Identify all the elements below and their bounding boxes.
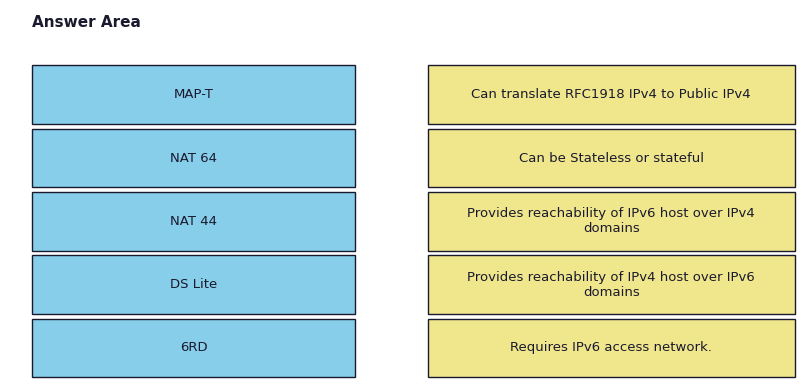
Text: Requires IPv6 access network.: Requires IPv6 access network. [510,341,713,355]
Bar [428,255,795,314]
Text: DS Lite: DS Lite [170,278,217,291]
Text: MAP-T: MAP-T [174,88,214,101]
Bar [32,192,355,251]
Bar [428,129,795,187]
Text: Can be Stateless or stateful: Can be Stateless or stateful [519,152,704,164]
Bar [32,319,355,377]
Bar [428,319,795,377]
Text: 6RD: 6RD [180,341,207,355]
Text: Provides reachability of IPv6 host over IPv4
domains: Provides reachability of IPv6 host over … [467,208,755,235]
Text: Can translate RFC1918 IPv4 to Public IPv4: Can translate RFC1918 IPv4 to Public IPv… [471,88,751,101]
Text: NAT 44: NAT 44 [170,215,217,228]
Bar [32,255,355,314]
Bar [32,129,355,187]
Text: NAT 64: NAT 64 [170,152,217,164]
Bar [32,65,355,124]
Bar [428,65,795,124]
Text: Answer Area: Answer Area [32,15,141,30]
Bar [428,192,795,251]
Text: Provides reachability of IPv4 host over IPv6
domains: Provides reachability of IPv4 host over … [467,271,755,299]
